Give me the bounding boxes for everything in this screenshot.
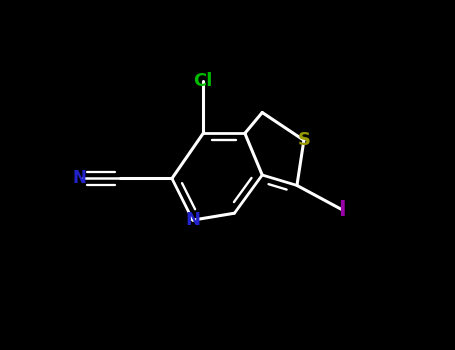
Text: N: N: [185, 211, 200, 229]
Text: Cl: Cl: [193, 72, 213, 90]
Text: S: S: [298, 131, 310, 149]
Text: N: N: [73, 169, 87, 188]
Text: I: I: [338, 200, 346, 220]
